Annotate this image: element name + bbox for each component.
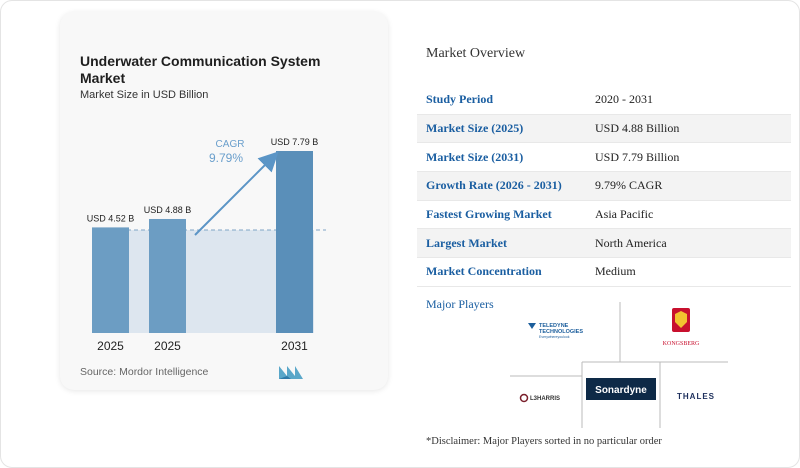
bar-0	[92, 227, 129, 333]
row-value: North America	[595, 235, 667, 250]
bar-1	[149, 218, 186, 333]
l3harris-logo-text: L3HARRIS	[530, 396, 560, 402]
table-row: Growth Rate (2026 - 2031) 9.79% CAGR	[417, 172, 791, 201]
row-label: Market Size (2031)	[426, 149, 524, 164]
cagr-arrow	[194, 151, 279, 236]
kongsberg-logo: KONGSBERG	[663, 308, 700, 347]
bar-data-label-2: USD 7.79 B	[271, 137, 319, 147]
teledyne-logo-line3: Everywhereyoulook	[539, 335, 570, 339]
market-overview-table: Study Period 2020 - 2031 Market Size (20…	[417, 86, 791, 287]
row-value: 2020 - 2031	[595, 92, 653, 107]
table-row: Fastest Growing Market Asia Pacific	[417, 201, 791, 230]
chart-card: Underwater Communication System Market M…	[60, 12, 388, 390]
cagr-label: CAGR	[216, 139, 245, 150]
row-label: Largest Market	[426, 235, 507, 250]
teledyne-logo-line2: TECHNOLOGIES	[539, 329, 583, 335]
row-label: Market Size (2025)	[426, 121, 524, 136]
teledyne-logo-line1: TELEDYNE	[539, 323, 569, 329]
bar-chart: USD 4.52 B 2025 USD 4.88 B 2025 USD 7.79 B 20…	[87, 137, 326, 353]
major-players-title: Major Players	[426, 297, 494, 311]
bar-data-label-1: USD 4.88 B	[144, 205, 192, 215]
row-value: Asia Pacific	[595, 207, 654, 222]
kongsberg-logo-text: KONGSBERG	[663, 341, 700, 347]
row-value: Medium	[595, 264, 636, 279]
l3harris-logo: L3HARRIS	[519, 393, 560, 403]
table-row: Largest Market North America	[417, 229, 791, 259]
major-players-grid: TELEDYNE TECHNOLOGIES Everywhereyoulook …	[510, 302, 728, 428]
row-label: Study Period	[426, 92, 494, 107]
row-label: Fastest Growing Market	[426, 207, 552, 222]
row-label: Growth Rate (2026 - 2031)	[426, 178, 562, 193]
table-row: Market Concentration Medium	[417, 258, 791, 287]
x-tick-label-2: 2031	[281, 339, 308, 353]
row-value: USD 7.79 Billion	[595, 149, 680, 164]
market-overview-title: Market Overview	[426, 46, 526, 61]
source-text: Source: Mordor Intelligence	[80, 366, 209, 378]
chart-title: Underwater Communication System Market	[80, 53, 321, 86]
thales-logo-text: THALES	[677, 392, 715, 401]
l3harris-mark-icon	[519, 393, 529, 403]
bar-data-label-0: USD 4.52 B	[87, 213, 135, 223]
disclaimer-text: *Disclaimer: Major Players sorted in no …	[426, 436, 662, 447]
sonardyne-logo-text: Sonardyne	[595, 385, 647, 396]
sonardyne-logo: Sonardyne	[586, 378, 656, 400]
row-value: 9.79% CAGR	[595, 178, 663, 193]
x-tick-label-1: 2025	[154, 339, 181, 353]
chart-subtitle: Market Size in USD Billion	[80, 89, 209, 101]
teledyne-logo: TELEDYNE TECHNOLOGIES Everywhereyoulook	[528, 323, 583, 339]
bar-2	[276, 151, 313, 333]
teledyne-mark-icon	[528, 323, 536, 329]
thales-logo: THALES	[677, 392, 715, 401]
mordor-logo-icon	[279, 366, 303, 379]
row-label: Market Concentration	[426, 264, 542, 279]
row-value: USD 4.88 Billion	[595, 121, 680, 136]
table-row: Market Size (2031) USD 7.79 Billion	[417, 143, 791, 173]
x-tick-label-0: 2025	[97, 339, 124, 353]
cagr-value: 9.79%	[209, 151, 243, 165]
table-row: Market Size (2025) USD 4.88 Billion	[417, 114, 791, 144]
table-row: Study Period 2020 - 2031	[417, 86, 791, 115]
